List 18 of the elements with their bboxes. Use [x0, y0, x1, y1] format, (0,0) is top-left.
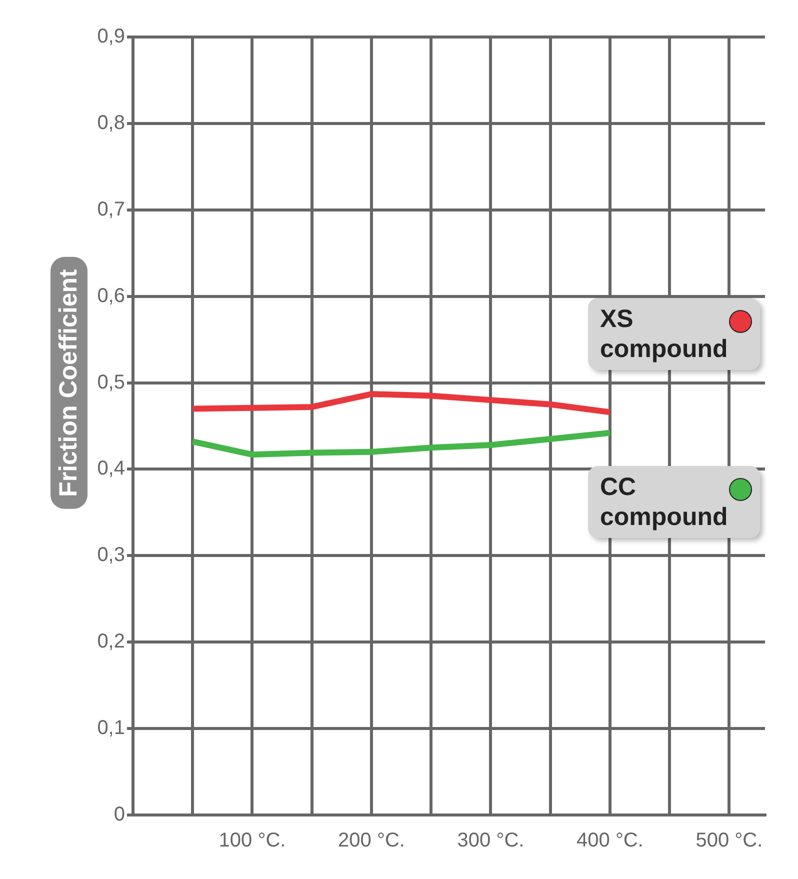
y-tick-label: 0: [114, 804, 125, 826]
y-axis-title: Friction Coefficient: [50, 257, 88, 509]
legend-label: CC compound: [600, 473, 728, 531]
y-tick-label: 0,1: [97, 717, 125, 740]
x-tick-label: 200 °C.: [338, 830, 405, 852]
y-tick-label: 0,5: [97, 371, 125, 394]
y-tick-label: 0,9: [97, 26, 125, 48]
x-tick-label: 400 °C.: [576, 830, 644, 852]
y-tick-label: 0,4: [97, 458, 125, 480]
y-tick-label: 0,7: [97, 198, 125, 220]
x-tick-label: 500 °C.: [696, 830, 763, 852]
y-tick-label: 0,8: [97, 112, 125, 134]
y-tick-label: 0,2: [97, 630, 125, 653]
legend-label: XS compound: [600, 305, 728, 363]
x-tick-label: 100 °C.: [218, 830, 286, 852]
y-tick-label: 0,6: [97, 284, 125, 307]
y-tick-label: 0,3: [97, 544, 125, 566]
x-tick-label: 300 °C.: [457, 830, 524, 852]
